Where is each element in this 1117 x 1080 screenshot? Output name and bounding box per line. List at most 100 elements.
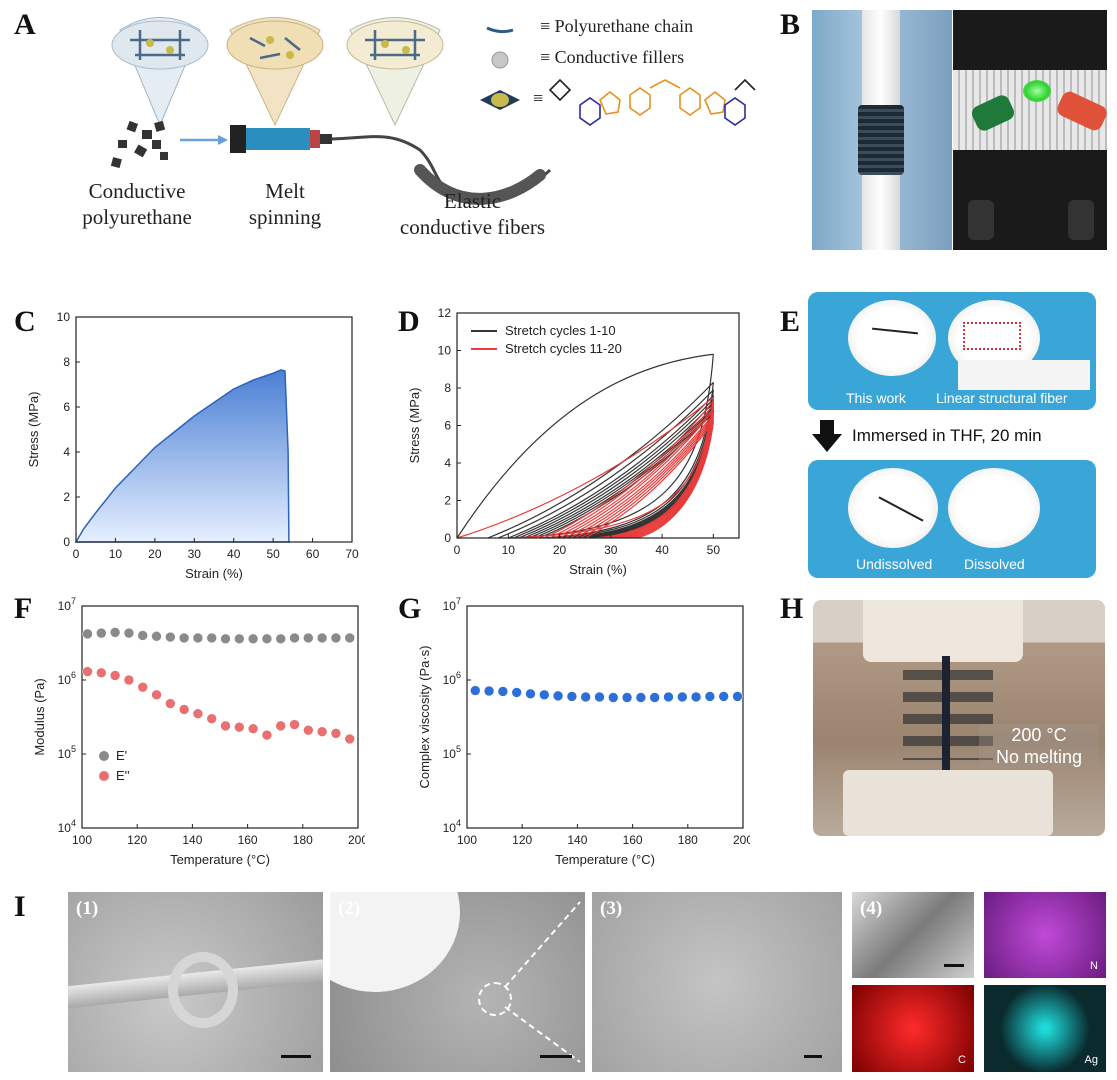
legend-entry: Stretch cycles 11-20 — [505, 341, 622, 356]
unloading-curve — [549, 389, 714, 539]
data-point — [469, 685, 481, 696]
x-tick-label: 50 — [266, 547, 280, 561]
sem-image-knot: (1) — [68, 892, 323, 1072]
x-tick-label: 70 — [345, 547, 359, 561]
photo-e-after: Undissolved Dissolved — [808, 460, 1096, 578]
y-tick-label: 107 — [58, 596, 76, 613]
label-h-line1: 200 °C — [1011, 725, 1067, 745]
chart-c: Strain (%) Stress (MPa) 0 10 20 30 40 50 60 70 0 2 4… — [26, 310, 359, 581]
x-tick-label: 100 — [457, 833, 477, 847]
down-arrow-icon — [812, 420, 842, 452]
legend-swatch — [99, 771, 109, 781]
scale-bar — [804, 1055, 822, 1058]
data-point — [483, 685, 495, 697]
panel-letter-g: G — [398, 592, 422, 625]
loading-curve — [508, 395, 714, 539]
x-axis-label: Temperature (°C) — [555, 852, 655, 867]
data-point — [704, 691, 716, 702]
data-point — [303, 724, 314, 736]
chain-icon — [486, 26, 514, 34]
legend-fillers-label: ≡ Conductive fillers — [540, 47, 685, 67]
label-linear-fiber: Linear structural fiber — [936, 390, 1068, 406]
data-point — [718, 691, 729, 702]
x-tick-label: 40 — [227, 547, 241, 561]
syringe — [230, 125, 332, 153]
data-point — [96, 667, 107, 679]
data-point — [234, 721, 245, 733]
crosslink-icon — [480, 90, 520, 110]
stress-strain-area — [74, 369, 290, 543]
sem-label-3: (3) — [600, 898, 623, 919]
label-fiber-line1: Elastic — [443, 189, 502, 213]
loading-curve — [518, 402, 714, 539]
y-tick-label: 104 — [443, 818, 461, 835]
data-point — [261, 729, 273, 741]
data-point — [82, 628, 93, 640]
panel-letter-e: E — [780, 305, 801, 338]
data-point — [511, 687, 522, 698]
data-point — [676, 691, 688, 703]
y-tick-label: 107 — [443, 596, 461, 613]
cone-3 — [346, 17, 444, 127]
x-tick-label: 160 — [238, 833, 258, 847]
x-tick-label: 30 — [188, 547, 202, 561]
data-point — [82, 666, 93, 677]
data-point — [621, 692, 633, 703]
panel-letter-b: B — [780, 8, 801, 41]
plot-frame — [75, 316, 353, 543]
chart-g: Temperature (°C) Complex viscosity (Pa·s)… — [417, 596, 750, 867]
data-point — [649, 692, 660, 703]
x-tick-label: 140 — [182, 833, 202, 847]
x-tick-label: 120 — [512, 833, 532, 847]
y-tick-label: 6 — [63, 400, 70, 414]
sem-image-cross-section: (2) — [330, 892, 585, 1072]
data-point — [206, 713, 218, 724]
data-point — [690, 691, 702, 703]
chart-d: Strain (%) Stress (MPa) 0 10 20 30 40 50 0 2 4 6 8 10… — [407, 306, 740, 577]
cone-1 — [111, 17, 209, 127]
data-point — [580, 691, 591, 703]
data-point — [316, 726, 328, 738]
x-tick-label: 100 — [72, 833, 92, 847]
panel-letter-d: D — [398, 305, 420, 338]
data-point — [192, 632, 204, 644]
sem-label-4: (4) — [860, 898, 883, 919]
eds-label-n: N — [1090, 960, 1098, 972]
x-tick-label: 200 — [733, 833, 750, 847]
data-point — [316, 632, 328, 644]
label-melt-line2: spinning — [248, 205, 322, 229]
y-tick-label: 8 — [63, 355, 70, 369]
y-tick-label: 6 — [444, 419, 451, 433]
data-point — [234, 633, 245, 645]
sem-label-2: (2) — [338, 898, 361, 919]
loading-curve — [569, 415, 714, 539]
fiber-coil — [414, 164, 546, 205]
loading-curve — [549, 404, 714, 539]
data-point — [497, 686, 509, 697]
eds-label-c: C — [958, 1054, 966, 1066]
eds-label-ag: Ag — [1084, 1054, 1098, 1066]
plot-frame — [466, 605, 744, 829]
data-point — [525, 688, 536, 700]
data-point — [330, 728, 342, 739]
data-point — [289, 632, 300, 644]
data-point — [220, 720, 231, 732]
data-point — [663, 691, 674, 703]
data-point — [261, 633, 273, 645]
data-point — [566, 691, 578, 702]
y-tick-label: 0 — [444, 531, 451, 545]
data-point — [275, 633, 287, 645]
data-point — [165, 631, 176, 643]
x-tick-label: 20 — [553, 543, 567, 557]
unloading-curve — [595, 401, 714, 539]
x-tick-label: 180 — [678, 833, 698, 847]
panel-letter-h: H — [780, 592, 804, 625]
sem-label-1: (1) — [76, 898, 99, 919]
data-point — [732, 691, 743, 702]
unloading-curve — [610, 410, 714, 539]
panel-a-schematic — [110, 17, 756, 205]
panel-letter-c: C — [14, 305, 36, 338]
loading-curve — [579, 419, 714, 539]
loading-curve — [523, 406, 714, 539]
loading-curve — [456, 396, 714, 539]
